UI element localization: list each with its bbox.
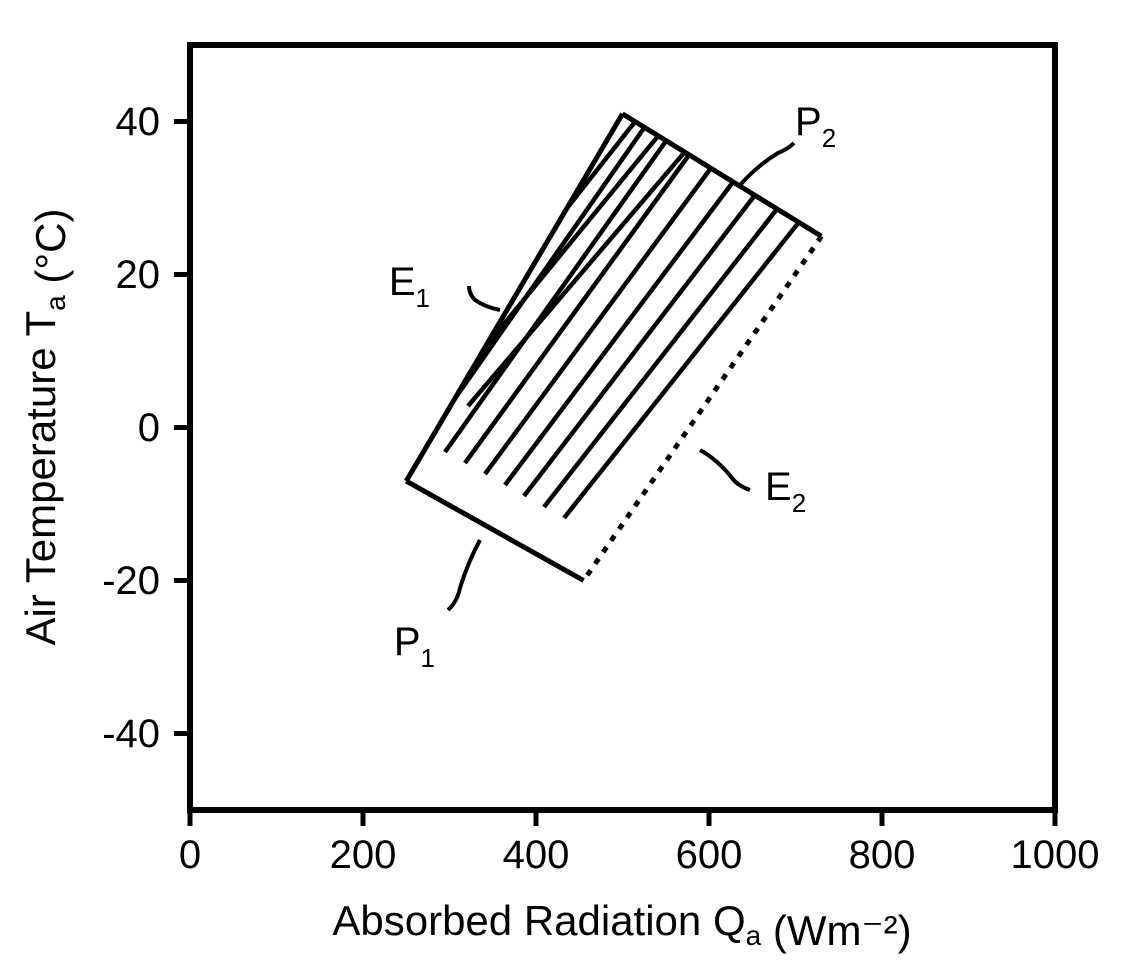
y-tick--40: -40 <box>102 712 160 756</box>
y-tick-labels: -40 -20 0 20 40 <box>102 100 160 756</box>
climate-space-chart: 0 200 400 600 800 1000 -40 -20 0 20 40 A… <box>0 0 1136 960</box>
x-tick-0: 0 <box>179 833 201 877</box>
edge-P2 <box>623 114 822 236</box>
x-tick-400: 400 <box>503 833 570 877</box>
leader-P2 <box>740 143 794 185</box>
label-P2: P2 <box>795 100 836 153</box>
edge-P1 <box>406 481 583 580</box>
x-tick-200: 200 <box>330 833 397 877</box>
x-tick-800: 800 <box>849 833 916 877</box>
label-E2: E2 <box>765 465 806 518</box>
y-tick-40: 40 <box>116 100 161 144</box>
y-axis-label: Air Temperature Ta (°C) <box>17 209 74 646</box>
x-tick-1000: 1000 <box>1011 833 1100 877</box>
x-tick-600: 600 <box>676 833 743 877</box>
label-E1: E1 <box>389 260 430 313</box>
y-tick-20: 20 <box>116 253 161 297</box>
label-P1: P1 <box>394 620 435 673</box>
y-tick--20: -20 <box>102 559 160 603</box>
leader-P1 <box>448 540 480 610</box>
leader-E2 <box>700 450 750 490</box>
x-tick-labels: 0 200 400 600 800 1000 <box>179 833 1100 877</box>
x-axis-label: Absorbed Radiation Qa (Wm⁻²) <box>332 897 911 954</box>
hatch-fill <box>416 90 799 518</box>
leader-E1 <box>469 286 500 310</box>
climate-space-region <box>406 90 821 581</box>
y-tick-0: 0 <box>138 406 160 450</box>
edge-E1 <box>406 114 622 481</box>
